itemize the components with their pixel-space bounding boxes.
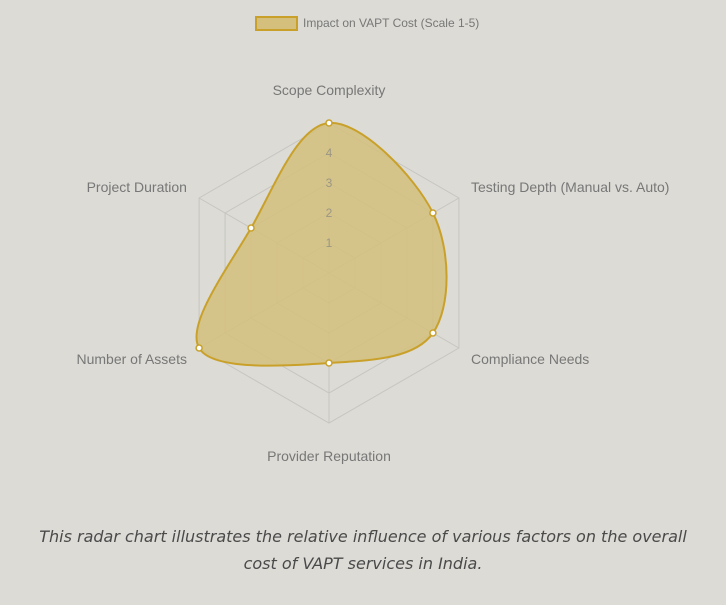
axis-label: Number of Assets bbox=[76, 351, 187, 367]
axis-label: Compliance Needs bbox=[471, 351, 589, 367]
data-point[interactable] bbox=[429, 209, 437, 217]
radar-chart: Impact on VAPT Cost (Scale 1-5) 1 2 3 4 Sco… bbox=[76, 16, 669, 464]
axis-label: Project Duration bbox=[87, 179, 187, 195]
legend[interactable]: Impact on VAPT Cost (Scale 1-5) bbox=[255, 16, 479, 31]
r-tick-label: 3 bbox=[326, 176, 333, 190]
axis-label: Scope Complexity bbox=[273, 82, 386, 98]
legend-label: Impact on VAPT Cost (Scale 1-5) bbox=[303, 16, 479, 30]
axis-label: Provider Reputation bbox=[267, 448, 391, 464]
data-point[interactable] bbox=[325, 119, 333, 127]
axis-labels: Scope Complexity Testing Depth (Manual vs… bbox=[76, 82, 669, 464]
data-points bbox=[195, 119, 437, 367]
legend-swatch bbox=[255, 16, 298, 31]
r-tick-label: 1 bbox=[326, 236, 333, 250]
radial-ticks: 1 2 3 4 bbox=[326, 146, 333, 250]
r-tick-label: 4 bbox=[326, 146, 333, 160]
data-series bbox=[195, 121, 448, 367]
data-point[interactable] bbox=[247, 224, 255, 232]
r-tick-label: 2 bbox=[326, 206, 333, 220]
data-point[interactable] bbox=[325, 359, 333, 367]
chart-caption: This radar chart illustrates the relativ… bbox=[39, 527, 687, 573]
series-area bbox=[195, 121, 448, 367]
axis-label: Testing Depth (Manual vs. Auto) bbox=[471, 179, 669, 195]
data-point[interactable] bbox=[429, 329, 437, 337]
data-point[interactable] bbox=[195, 344, 203, 352]
